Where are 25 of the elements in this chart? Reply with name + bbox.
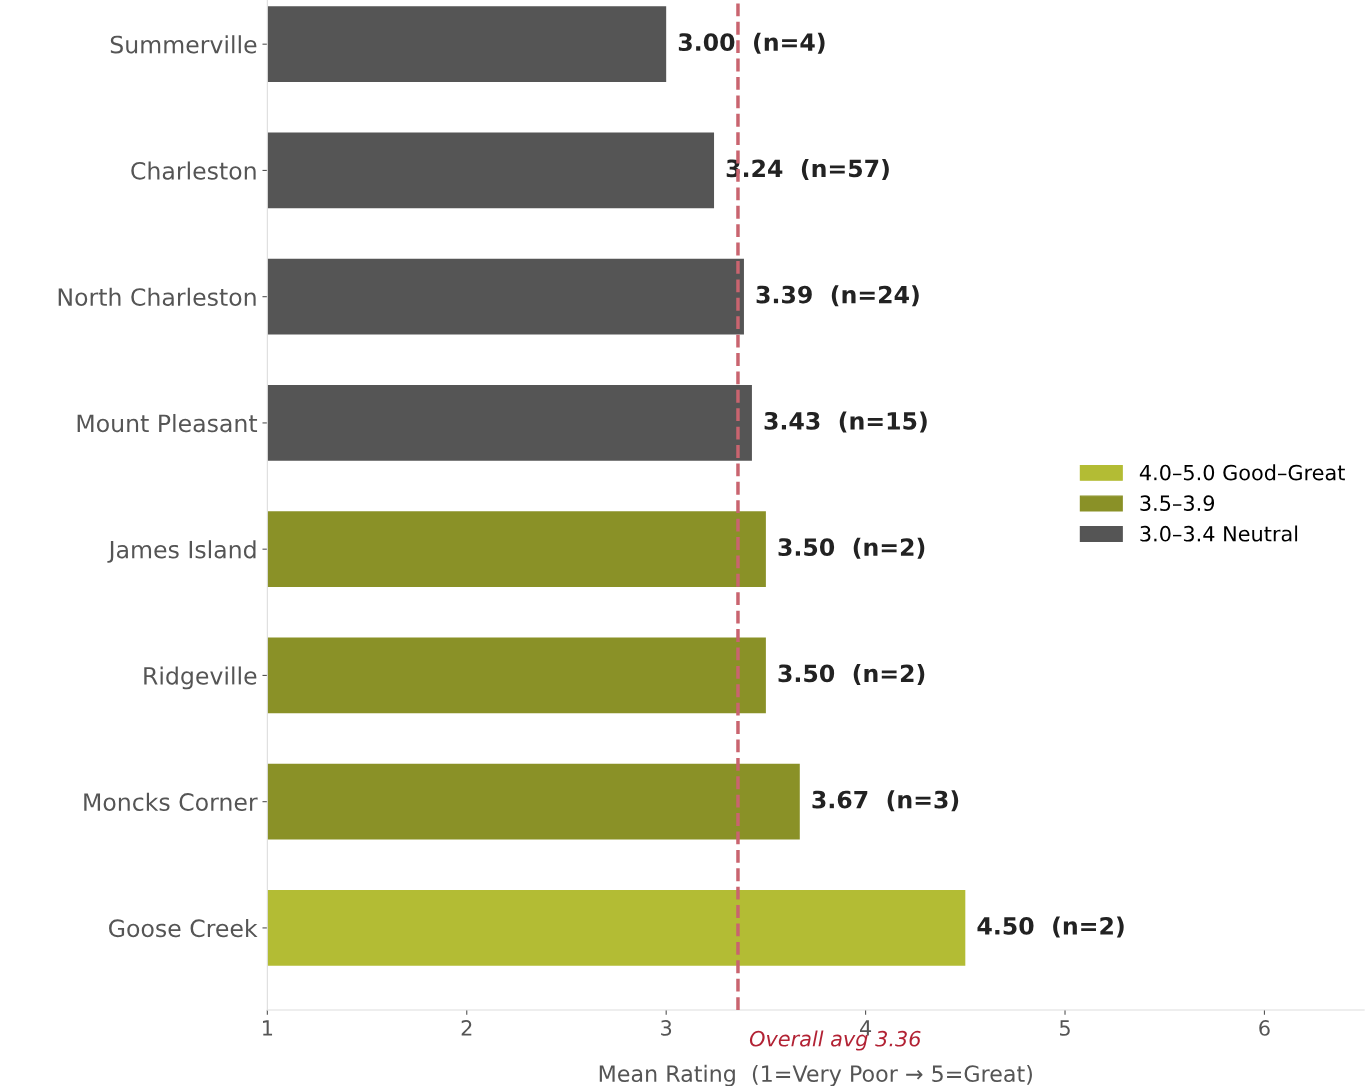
data-label: 3.39 (n=24): [756, 285, 919, 307]
data-label: 3.50 (n=2): [778, 537, 925, 559]
legend-label: 3.0–3.4 Neutral: [1140, 525, 1298, 542]
x-tick-label: 3: [661, 1020, 672, 1036]
y-tick-label: Moncks Corner: [84, 792, 258, 811]
y-tick-label: Goose Creek: [109, 918, 258, 938]
legend-label: 4.0–5.0 Good–Great: [1139, 464, 1345, 481]
data-label: 3.67 (n=3): [812, 790, 959, 812]
y-tick-label: Mount Pleasant: [77, 413, 258, 433]
data-label: 3.00 (n=4): [678, 32, 825, 54]
x-axis-title: Mean Rating (1=Very Poor → 5=Great): [599, 1064, 1032, 1086]
y-tick-label: Ridgeville: [144, 666, 257, 690]
y-tick-label: Summerville: [110, 35, 257, 54]
x-tick-label: 1: [263, 1020, 273, 1036]
x-tick-label: 2: [461, 1020, 472, 1036]
data-label: 3.43 (n=15): [764, 411, 927, 433]
y-tick-label: Charleston: [131, 161, 256, 180]
x-tick-label: 5: [1060, 1020, 1070, 1036]
data-label: 3.50 (n=2): [778, 664, 925, 686]
legend-label: 3.5–3.9: [1140, 495, 1215, 512]
data-label: 3.24 (n=57): [726, 159, 889, 181]
data-label: 4.50 (n=2): [977, 916, 1124, 938]
y-tick-label: James Island: [107, 540, 256, 563]
x-tick-label: 6: [1259, 1020, 1270, 1036]
y-tick-label: North Charleston: [58, 287, 256, 306]
